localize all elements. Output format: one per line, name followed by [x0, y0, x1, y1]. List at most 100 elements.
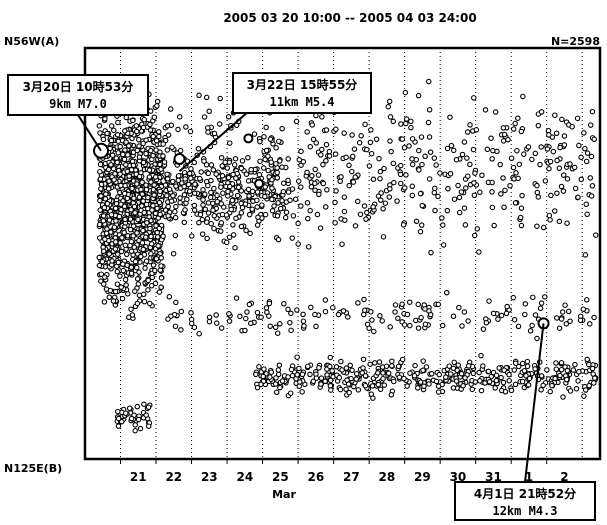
- event-point: [143, 201, 150, 208]
- event-point: [132, 422, 138, 428]
- event-point: [117, 240, 123, 246]
- event-point: [267, 136, 274, 142]
- event-point: [418, 222, 425, 228]
- event-point: [352, 223, 359, 229]
- event-point: [158, 284, 164, 290]
- event-point: [588, 193, 595, 199]
- event-point: [467, 161, 473, 168]
- event-point: [415, 325, 422, 331]
- event-point: [500, 379, 507, 386]
- event-point: [304, 129, 310, 135]
- event-point: [170, 192, 176, 199]
- event-point: [350, 179, 357, 185]
- event-point: [587, 122, 594, 128]
- event-point: [157, 211, 163, 218]
- event-point: [121, 190, 128, 197]
- event-point: [388, 392, 395, 398]
- event-point: [532, 150, 539, 157]
- event-point: [299, 371, 306, 378]
- event-point: [305, 363, 311, 370]
- event-point: [450, 365, 457, 372]
- event-point: [471, 95, 477, 101]
- event-point: [377, 168, 384, 175]
- event-point: [127, 226, 134, 233]
- event-point: [433, 162, 439, 168]
- event-point: [502, 389, 509, 395]
- event-point: [259, 202, 265, 208]
- event-point: [219, 163, 225, 169]
- event-point: [538, 386, 544, 393]
- event-point: [527, 328, 534, 334]
- event-point: [134, 147, 141, 154]
- event-point: [208, 177, 214, 184]
- event-point: [254, 189, 261, 195]
- event-point: [505, 136, 511, 143]
- event-point: [264, 309, 270, 316]
- x-tick-label: 1: [525, 470, 533, 484]
- event-point: [399, 136, 406, 142]
- event-point: [235, 184, 242, 191]
- event-point: [507, 182, 513, 189]
- event-point: [362, 307, 368, 314]
- event-point: [571, 164, 578, 171]
- event-point: [114, 281, 121, 287]
- event-point: [266, 300, 273, 307]
- event-point: [274, 169, 280, 176]
- event-point: [255, 214, 261, 220]
- event-point: [516, 161, 523, 168]
- event-point: [277, 321, 283, 327]
- event-point: [132, 210, 138, 216]
- event-point: [312, 166, 318, 173]
- event-point: [587, 175, 594, 181]
- event-point: [339, 241, 345, 247]
- event-point: [134, 276, 141, 282]
- event-point: [247, 230, 253, 237]
- event-point: [238, 223, 245, 230]
- event-point: [387, 186, 393, 192]
- event-point: [118, 284, 124, 290]
- event-point: [550, 148, 557, 155]
- callout-box: [454, 481, 596, 521]
- event-point: [310, 378, 317, 385]
- event-point: [332, 220, 338, 226]
- event-point: [294, 354, 300, 360]
- event-point: [165, 132, 172, 138]
- event-point: [584, 211, 590, 218]
- event-point: [444, 207, 451, 214]
- event-point: [188, 309, 194, 316]
- event-point: [113, 200, 120, 207]
- event-point: [211, 185, 217, 192]
- event-point: [573, 385, 580, 392]
- event-point: [423, 364, 430, 370]
- event-point: [418, 314, 424, 321]
- event-point: [135, 281, 142, 287]
- event-point: [152, 280, 159, 287]
- event-point: [197, 211, 204, 218]
- event-point: [156, 133, 162, 140]
- event-point: [381, 165, 387, 172]
- event-point: [134, 230, 140, 236]
- event-point: [210, 207, 216, 214]
- event-point: [112, 239, 119, 245]
- event-point: [437, 170, 443, 176]
- event-point: [428, 371, 435, 377]
- event-point: [534, 335, 540, 342]
- event-point: [333, 126, 339, 133]
- event-point: [157, 188, 163, 195]
- event-point: [279, 198, 285, 204]
- event-point: [118, 248, 125, 255]
- event-point: [403, 120, 409, 127]
- event-point: [120, 267, 127, 274]
- event-point: [173, 299, 179, 306]
- event-point: [307, 371, 313, 378]
- event-point: [115, 408, 121, 415]
- event-point: [254, 204, 261, 210]
- event-point: [482, 107, 489, 113]
- event-point: [108, 137, 115, 144]
- event-point: [564, 176, 571, 182]
- event-point: [96, 221, 103, 228]
- event-point: [154, 103, 160, 109]
- event-point: [540, 224, 547, 231]
- event-point: [108, 212, 115, 218]
- event-point: [323, 141, 330, 148]
